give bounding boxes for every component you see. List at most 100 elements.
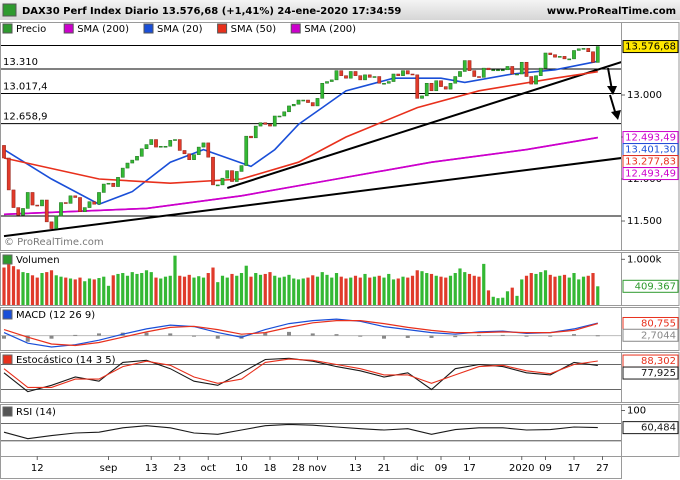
candle xyxy=(510,66,515,75)
volume-bar xyxy=(45,272,49,305)
volume-bar xyxy=(277,277,282,305)
candle xyxy=(586,48,591,52)
candle xyxy=(35,204,40,207)
volume-bar xyxy=(111,275,115,305)
candle xyxy=(106,182,111,185)
histogram-bar xyxy=(25,335,30,342)
panel-title: Volumen xyxy=(16,255,60,266)
volume-bar xyxy=(168,275,172,305)
volume-bar xyxy=(144,270,149,305)
candle xyxy=(272,115,277,127)
x-tick-label: 2020 xyxy=(509,463,534,474)
candle xyxy=(11,189,16,208)
volume-bar xyxy=(301,278,305,305)
volume-bar xyxy=(49,270,54,305)
histogram-bar xyxy=(477,334,481,336)
histogram-bar xyxy=(405,335,410,338)
candle xyxy=(120,167,125,178)
candle xyxy=(196,146,201,155)
volume-bar xyxy=(505,291,510,305)
candle xyxy=(377,76,382,84)
candle xyxy=(211,156,215,186)
x-tick-label: dic xyxy=(410,463,425,474)
candle xyxy=(372,76,377,78)
volume-bar xyxy=(425,273,429,305)
volume-bar xyxy=(216,282,220,305)
value-label: 13.576,68 xyxy=(625,42,676,53)
x-tick-label: 17 xyxy=(568,463,581,474)
volume-bar xyxy=(496,298,500,305)
line xyxy=(3,318,598,348)
candle xyxy=(201,142,206,148)
histogram-bar xyxy=(310,333,315,336)
volume-bar xyxy=(26,273,30,305)
volume-bar xyxy=(567,277,571,305)
x-tick-label: 09 xyxy=(539,463,552,474)
candle xyxy=(415,74,420,99)
volume-bar xyxy=(306,277,310,305)
volume-bar xyxy=(396,278,400,305)
value-label: 12.493,49 xyxy=(625,169,676,180)
candle xyxy=(125,162,130,169)
volume-bar xyxy=(529,273,533,305)
candle xyxy=(410,73,415,76)
volume-bar xyxy=(21,272,25,305)
volume-bar xyxy=(187,274,191,305)
histogram-bar xyxy=(192,335,196,337)
candle xyxy=(97,192,101,205)
candle xyxy=(163,145,168,148)
volume-bar xyxy=(249,276,253,305)
volume-bar xyxy=(159,278,163,305)
candle xyxy=(82,207,87,213)
legend-label: Precio xyxy=(16,24,46,35)
volume-bar xyxy=(197,276,201,305)
volume-bar xyxy=(387,273,391,305)
candle xyxy=(401,70,405,76)
volume-bar xyxy=(344,278,348,305)
x-tick-label: sep xyxy=(100,463,118,474)
volume-bar xyxy=(472,275,476,305)
histogram-bar xyxy=(263,332,268,336)
candle xyxy=(220,177,225,186)
x-tick-label: 12 xyxy=(31,463,44,474)
candle xyxy=(87,201,92,208)
candle xyxy=(548,52,553,55)
value-label: 77,925 xyxy=(641,368,676,379)
volume-bar xyxy=(444,277,448,305)
x-tick-label: oct xyxy=(200,463,216,474)
y-tick-label: 100 xyxy=(627,406,646,417)
value-label: 60,484 xyxy=(641,423,676,434)
volume-bar xyxy=(273,275,277,305)
x-tick-label: 27 xyxy=(596,463,609,474)
level-label: 13.017,4 xyxy=(3,82,48,93)
candle xyxy=(168,140,173,147)
candle xyxy=(44,199,49,223)
volume-bar xyxy=(97,278,101,305)
volume-bar xyxy=(258,274,263,305)
volume-bar xyxy=(315,276,320,305)
candle xyxy=(59,202,63,217)
volume-bar xyxy=(239,273,244,305)
volume-bar xyxy=(73,279,77,305)
volume-bar xyxy=(2,267,6,305)
x-tick-label: 10 xyxy=(235,463,248,474)
candle xyxy=(249,135,253,139)
candle xyxy=(68,195,73,204)
candle xyxy=(458,71,462,77)
volume-bar xyxy=(68,278,73,305)
volume-bar xyxy=(539,272,543,305)
volume-bar xyxy=(116,273,120,305)
value-label-box xyxy=(622,328,679,342)
candle xyxy=(78,197,82,213)
candle xyxy=(467,60,472,71)
x-tick-label: 09 xyxy=(435,463,448,474)
line xyxy=(3,157,621,238)
volume-bar xyxy=(192,277,196,305)
candle xyxy=(306,99,310,103)
candle xyxy=(310,102,315,107)
volume-bar xyxy=(287,274,291,305)
candle xyxy=(116,177,120,187)
candle xyxy=(291,103,296,107)
volume-bar xyxy=(334,273,339,305)
histogram-bar xyxy=(49,335,54,339)
